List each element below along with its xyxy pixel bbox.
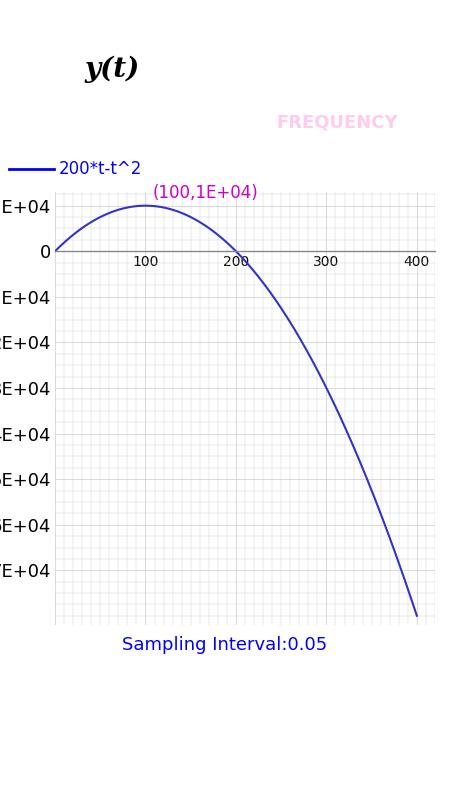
Text: 14:59: 14:59: [401, 13, 441, 26]
Text: 200*t-t^2: 200*t-t^2: [58, 160, 142, 178]
Text: ◁: ◁: [104, 754, 121, 774]
Text: (100,1E+04): (100,1E+04): [153, 184, 258, 202]
Text: ○: ○: [215, 754, 235, 774]
Text: y(t): y(t): [85, 55, 140, 82]
Text: □: □: [327, 754, 348, 774]
Text: FREQUENCY: FREQUENCY: [277, 114, 398, 131]
Text: Sampling Interval:0.05: Sampling Interval:0.05: [122, 636, 328, 654]
Text: 98%: 98%: [313, 14, 338, 24]
Text: T: T: [106, 113, 119, 132]
